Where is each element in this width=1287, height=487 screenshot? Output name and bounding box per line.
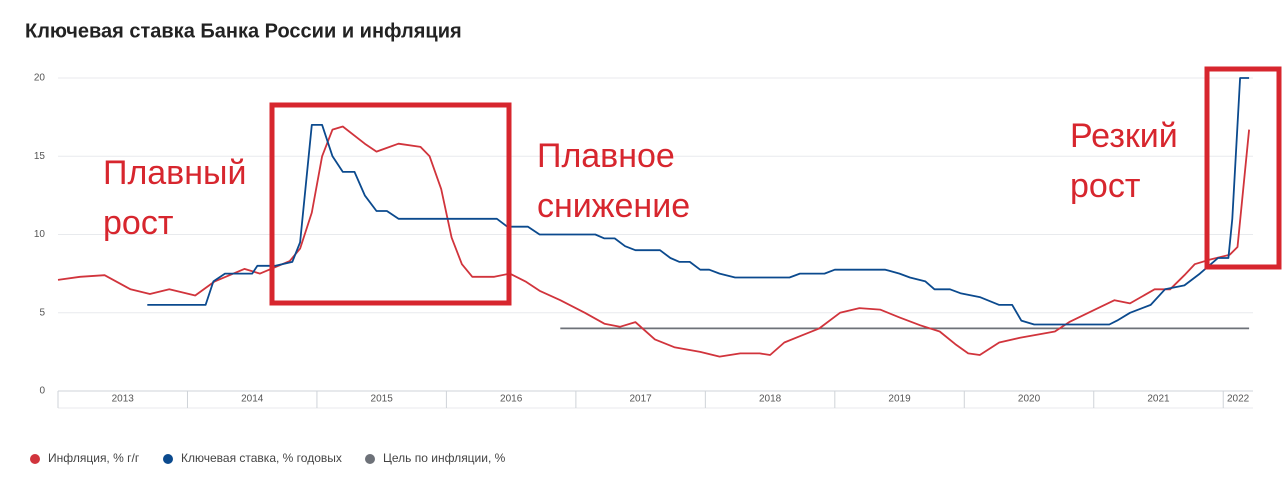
annotation: рост [103,204,173,242]
legend-label: Инфляция, % г/г [48,451,140,465]
y-tick-label: 10 [34,229,46,240]
highlight-box [1204,66,1282,270]
annotation: рост [1070,167,1140,205]
legend-marker [163,454,173,464]
y-tick-label: 20 [34,73,46,84]
x-tick-label: 2014 [241,394,264,405]
x-tick-label: 2019 [888,394,911,405]
y-tick-label: 0 [39,386,45,397]
legend-marker [365,454,375,464]
series-line [147,77,1250,326]
x-tick-label: 2017 [629,394,652,405]
annotation: Плавное [537,137,675,175]
annotation: Плавный [103,154,246,192]
annotation: Резкий [1070,117,1178,155]
x-tick-label: 2020 [1018,394,1041,405]
x-tick-label: 2018 [759,394,782,405]
x-tick-label: 2015 [371,394,394,405]
chart-title: Ключевая ставка Банка России и инфляция [25,20,462,42]
annotation: снижение [537,187,690,225]
legend-label: Цель по инфляции, % [383,451,506,465]
x-tick-label: 2022 [1227,394,1250,405]
highlight-box [269,102,512,306]
legend-marker [30,454,40,464]
legend-label: Ключевая ставка, % годовых [181,451,342,465]
y-tick-label: 15 [34,151,46,162]
y-tick-label: 5 [39,307,45,318]
x-tick-label: 2021 [1147,394,1170,405]
x-tick-label: 2016 [500,394,523,405]
x-tick-label: 2013 [112,394,135,405]
